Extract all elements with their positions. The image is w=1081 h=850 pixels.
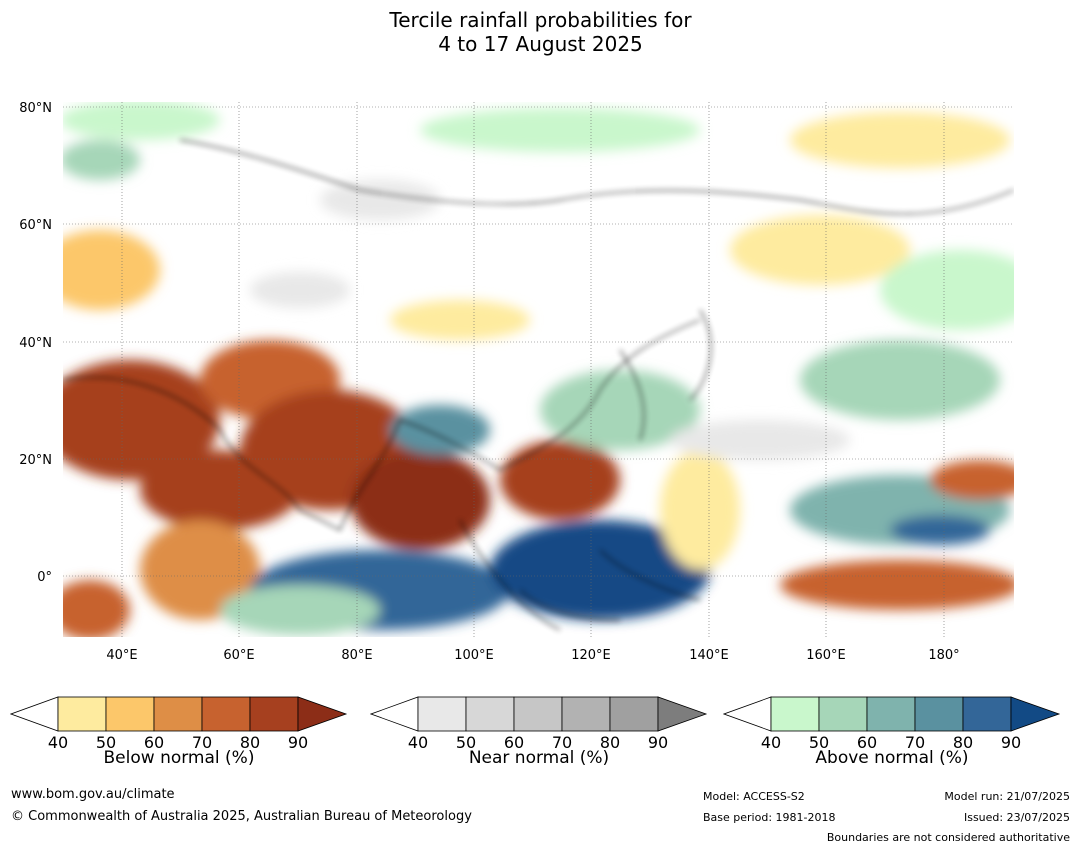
lat-label: 0° — [37, 570, 52, 585]
colorbar-segment — [465, 696, 515, 732]
lon-label: 40°E — [106, 648, 137, 663]
colorbar-tick-label: 80 — [600, 733, 620, 750]
colorbar-segment — [962, 696, 1012, 732]
legend-below-normal: 40 50 60 70 80 90 Below normal (%) — [10, 690, 370, 780]
map-title: Tercile rainfall probabilities for 4 to … — [0, 8, 1081, 56]
colorbar-segment — [417, 696, 467, 732]
website-link[interactable]: www.bom.gov.au/climate — [11, 787, 175, 802]
model-run-text: Model run: 21/07/2025 — [944, 790, 1070, 803]
colorbar-segment — [513, 696, 563, 732]
lon-label: 180° — [928, 648, 959, 663]
colorbar-segment — [866, 696, 916, 732]
colorbar-tick-label: 40 — [408, 733, 428, 750]
title-line-1: Tercile rainfall probabilities for — [389, 8, 692, 32]
lon-label: 100°E — [454, 648, 494, 663]
colorbar-tick-label: 90 — [648, 733, 668, 750]
colorbar-tick-label: 70 — [552, 733, 572, 750]
title-line-2: 4 to 17 August 2025 — [438, 32, 643, 56]
colorbar-tick-label: 80 — [953, 733, 973, 750]
legend-title: Below normal (%) — [103, 748, 255, 768]
legend-title: Near normal (%) — [468, 748, 610, 768]
colorbar-tick-label: 60 — [504, 733, 524, 750]
colorbar-arrow-low — [723, 696, 772, 732]
lon-label: 60°E — [223, 648, 254, 663]
colorbar-tick-label: 70 — [192, 733, 212, 750]
colorbar-segment — [818, 696, 868, 732]
lat-label: 40°N — [19, 336, 52, 351]
colorbar-segment — [105, 696, 155, 732]
colorbar-tick-label: 50 — [456, 733, 476, 750]
colorbar-tick-label: 50 — [809, 733, 829, 750]
base-period-text: Base period: 1981-2018 — [703, 811, 836, 824]
colorbar-tick-label: 60 — [857, 733, 877, 750]
model-text: Model: ACCESS-S2 — [703, 790, 805, 803]
colorbar-tick-label: 80 — [240, 733, 260, 750]
colorbar-segment — [609, 696, 659, 732]
colorbar-segment — [57, 696, 107, 732]
lat-label: 20°N — [19, 453, 52, 468]
colorbar-tick-label: 50 — [96, 733, 116, 750]
colorbar-arrow-low — [10, 696, 59, 732]
issued-text: Issued: 23/07/2025 — [963, 811, 1070, 824]
lon-label: 120°E — [571, 648, 611, 663]
legend-near-normal: 40 50 60 70 80 90 Near normal (%) — [370, 690, 730, 780]
colorbar-segment — [561, 696, 611, 732]
map-svg: 80°N 60°N 40°N 20°N 0° 40°E 60°E 80°E 10… — [19, 101, 1014, 663]
colorbar-segment — [153, 696, 203, 732]
graticule — [63, 102, 1014, 637]
colorbar-tick-label: 90 — [1001, 733, 1021, 750]
lon-label: 80°E — [341, 648, 372, 663]
disclaimer-text: Boundaries are not considered authoritat… — [826, 831, 1070, 844]
colorbar-above: 40 50 60 70 80 90 — [723, 696, 1061, 750]
colorbar-below: 40 50 60 70 80 90 — [10, 696, 348, 750]
colorbar-tick-label: 40 — [761, 733, 781, 750]
legend-above-normal: 40 50 60 70 80 90 Above normal (%) — [723, 690, 1081, 780]
colorbar-near: 40 50 60 70 80 90 — [370, 696, 708, 750]
legend-title: Above normal (%) — [815, 748, 969, 768]
lon-label: 140°E — [689, 648, 729, 663]
colorbar-arrow-high — [297, 696, 348, 732]
colorbar-segment — [770, 696, 820, 732]
rainfall-map: 80°N 60°N 40°N 20°N 0° 40°E 60°E 80°E 10… — [0, 90, 1081, 680]
lat-label: 60°N — [19, 218, 52, 233]
colorbar-arrow-low — [370, 696, 419, 732]
colorbar-arrow-high — [1010, 696, 1061, 732]
colorbar-segment — [249, 696, 299, 732]
copyright-text: © Commonwealth of Australia 2025, Austra… — [11, 809, 472, 824]
lon-label: 160°E — [806, 648, 846, 663]
colorbar-segment — [201, 696, 251, 732]
colorbar-tick-label: 90 — [288, 733, 308, 750]
colorbar-tick-label: 60 — [144, 733, 164, 750]
colorbar-tick-label: 40 — [48, 733, 68, 750]
lat-label: 80°N — [19, 101, 52, 116]
colorbar-tick-label: 70 — [905, 733, 925, 750]
colorbar-segment — [914, 696, 964, 732]
probability-field — [63, 102, 1014, 637]
latitude-labels: 80°N 60°N 40°N 20°N 0° — [19, 101, 52, 585]
longitude-labels: 40°E 60°E 80°E 100°E 120°E 140°E 160°E 1… — [106, 648, 959, 663]
colorbar-arrow-high — [657, 696, 708, 732]
